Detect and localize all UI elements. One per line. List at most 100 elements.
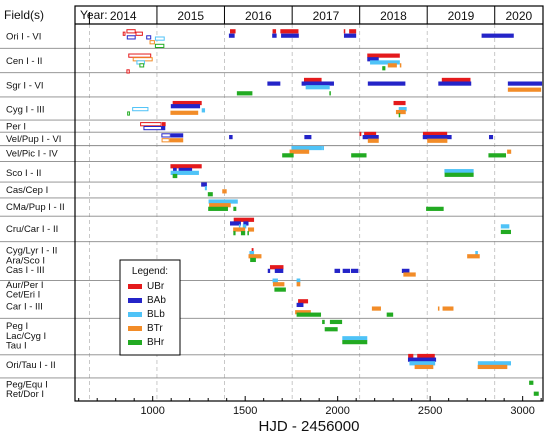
legend-label: BTr (147, 323, 163, 334)
field-label: Cen I - II (6, 56, 42, 67)
observation-bar-bab (367, 57, 379, 62)
observation-bar-bhr (444, 172, 474, 177)
legend-swatch-ubr (128, 284, 142, 289)
observation-bar-bab (178, 167, 193, 173)
field-label: CMa/Pup I - II (6, 202, 65, 213)
legend-box (119, 259, 181, 356)
observation-bar-blb (370, 60, 400, 65)
observation-bar-bab (230, 221, 241, 226)
observation-bar-btr (442, 306, 454, 311)
field-label: Vel/Pic I - IV (6, 148, 58, 159)
field-label: Ori I - VI (6, 32, 41, 43)
observation-bar-bhr (274, 287, 286, 292)
field-label: Vel/Pup I - VI (6, 134, 61, 145)
observation-bar-bhr (240, 231, 246, 236)
observation-bar-bhr (233, 231, 236, 236)
observation-bar-blb (322, 145, 324, 151)
observation-bar-bab (201, 182, 207, 187)
observation-bar-blb (305, 85, 330, 90)
observation-bar-ubr (122, 31, 126, 36)
observation-bar-ubr (126, 29, 136, 34)
observation-bar-bab (301, 81, 334, 86)
observation-bar-blb (242, 224, 247, 229)
observation-bar-bhr (329, 319, 343, 325)
legend-swatch-blb (128, 312, 142, 317)
field-label: Peg/Equ I (6, 379, 48, 390)
observation-bar-bab (228, 33, 235, 38)
observation-bar-btr (403, 272, 416, 277)
observation-bar-bab (272, 33, 277, 38)
observation-bar-btr (414, 364, 434, 370)
legend-swatch-bhr (128, 340, 142, 345)
observation-bar-bhr (329, 91, 331, 96)
field-label: Cru/Car I - II (6, 224, 58, 235)
observation-bar-blb (208, 199, 238, 204)
observation-bar-btr (170, 110, 199, 115)
observation-bar-ubr (170, 164, 202, 169)
observation-bar-bhr (172, 173, 178, 179)
observation-bar-bab (267, 81, 281, 86)
observation-bar-ubr (140, 122, 162, 127)
observation-bar-bhr (207, 192, 213, 197)
year-label: 2020 (506, 9, 533, 23)
observation-bar-ubr (161, 122, 166, 127)
x-tick-label: 1000 (140, 405, 164, 417)
observation-bar-bhr (322, 319, 325, 325)
field-label: Cyg/Lyr I - II (6, 246, 57, 257)
observation-bar-bab (296, 302, 304, 308)
observation-bar-bhr (233, 206, 237, 211)
fields-header-label: Field(s) (4, 8, 44, 22)
observation-bar-ubr (304, 77, 322, 83)
observation-bar-bhr (324, 327, 338, 332)
year-label: 2018 (380, 9, 407, 23)
field-label: Cet/Eri I (6, 289, 40, 300)
observation-bar-bhr (488, 153, 507, 158)
observation-bar-bhr (282, 153, 294, 158)
observation-bar-bab (362, 135, 379, 140)
observation-bar-btr (149, 40, 155, 45)
observation-bar-ubr (280, 29, 299, 34)
observation-bar-btr (437, 306, 440, 311)
observation-bar-btr (209, 203, 231, 208)
x-tick-label: 1500 (233, 405, 257, 417)
observation-bar-ubr (128, 53, 152, 58)
observation-bar-btr (507, 149, 512, 154)
observation-bar-blb (398, 107, 407, 112)
observation-bar-bab (229, 135, 233, 140)
year-label: 2014 (110, 9, 137, 23)
observation-bar-ubr (126, 69, 130, 74)
observation-bar-bhr (208, 206, 228, 211)
observation-bar-ubr (251, 248, 254, 253)
observation-bar-bab (350, 268, 359, 273)
observation-bar-btr (371, 306, 381, 311)
observation-bar-blb (291, 145, 322, 151)
observation-bar-blb (342, 336, 368, 341)
observation-bar-btr (247, 227, 255, 232)
observation-bar-ubr (441, 77, 471, 83)
observation-bar-bab (170, 104, 201, 109)
observation-bar-bhr (247, 231, 249, 236)
observation-bar-blb (444, 169, 474, 174)
observation-bar-blb (238, 224, 241, 229)
field-label: Ori/Tau I - II (6, 360, 56, 371)
observation-bar-bab (146, 35, 152, 40)
observation-bar-bab (422, 135, 452, 140)
observation-bar-bhr (154, 43, 165, 48)
observation-bar-btr (289, 149, 310, 154)
observation-bar-bab (407, 357, 437, 362)
observation-bar-bhr (250, 257, 256, 263)
observation-bar-ubr (298, 299, 309, 304)
observation-bar-bab (304, 135, 312, 140)
observation-bar-bab (143, 126, 162, 131)
observation-bar-btr (367, 138, 379, 143)
observation-bar-ubr (367, 53, 400, 58)
plot-frame (74, 5, 544, 402)
observation-bar-blb (154, 36, 165, 41)
observation-bar-ubr (135, 31, 143, 36)
observation-bar-bab (161, 133, 171, 138)
observation-bar-bab (438, 81, 472, 86)
observation-bar-ubr (422, 131, 448, 137)
observation-bar-blb (477, 361, 511, 366)
observation-bar-bab (367, 81, 406, 86)
observation-bar-btr (477, 364, 508, 370)
